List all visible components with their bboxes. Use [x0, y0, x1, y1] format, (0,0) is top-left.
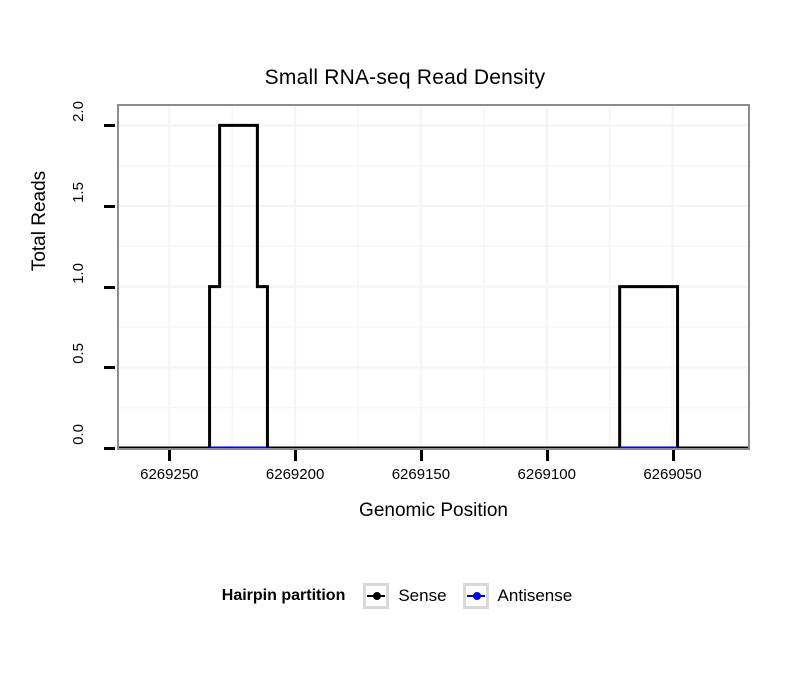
- x-tick-mark: [545, 450, 549, 461]
- legend-label: Sense: [398, 586, 447, 605]
- x-tick-label: 6269250: [140, 466, 199, 483]
- series-line-sense: [119, 123, 748, 448]
- y-axis-title: Total Reads: [29, 170, 50, 272]
- legend-item-sense[interactable]: Sense: [363, 583, 447, 609]
- chart-title: Small RNA-seq Read Density: [264, 66, 546, 89]
- y-tick-mark: [104, 285, 115, 289]
- legend-key-icon: [462, 583, 489, 609]
- x-tick-label: 6269200: [265, 466, 325, 483]
- y-tick-mark: [104, 124, 115, 128]
- series-lines: [119, 123, 748, 448]
- x-tick-mark: [419, 450, 423, 461]
- plot-area: [119, 106, 748, 448]
- y-tick-mark: [104, 447, 115, 450]
- y-tick-mark: [104, 366, 115, 370]
- x-tick-mark: [671, 450, 675, 461]
- x-tick-mark: [168, 450, 172, 461]
- y-tick-label: 0.5: [69, 343, 87, 365]
- y-tick-label: 1.0: [69, 262, 87, 284]
- legend-label: Antisense: [497, 586, 573, 605]
- grid-lines: [119, 106, 748, 448]
- legend-item-antisense[interactable]: Antisense: [462, 583, 573, 609]
- x-tick-label: 6269100: [517, 466, 576, 483]
- y-tick-mark: [104, 205, 115, 209]
- legend-title: Hairpin partition: [221, 587, 346, 604]
- legend: Hairpin partition Sense Antisense: [0, 583, 810, 609]
- x-tick-label: 6269050: [643, 466, 702, 483]
- y-tick-label: 0.0: [69, 424, 87, 445]
- plot-panel: [117, 104, 750, 450]
- x-axis-title: Genomic Position: [359, 500, 508, 521]
- y-tick-label: 2.0: [69, 101, 87, 123]
- legend-key-icon: [363, 583, 390, 609]
- y-tick-label: 1.5: [69, 182, 87, 203]
- x-tick-label: 6269150: [391, 466, 451, 483]
- x-tick-mark: [294, 450, 298, 461]
